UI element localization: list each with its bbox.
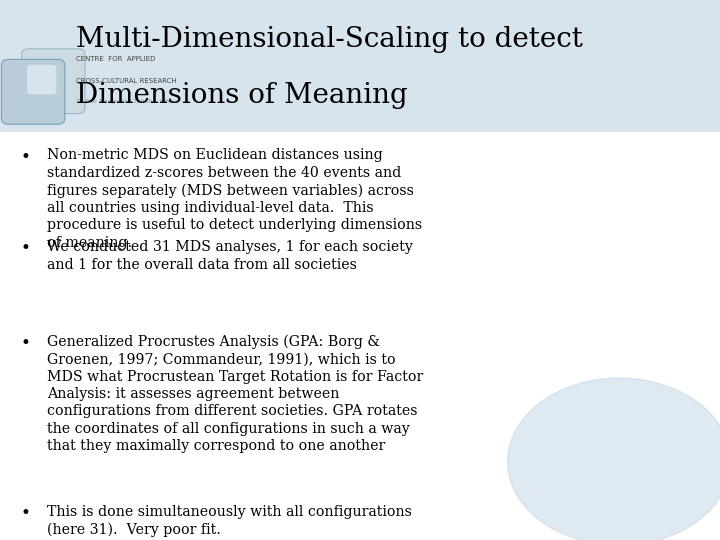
Text: Dimensions of Meaning: Dimensions of Meaning xyxy=(76,82,408,109)
Text: Multi-Dimensional-Scaling to detect: Multi-Dimensional-Scaling to detect xyxy=(76,26,582,53)
FancyBboxPatch shape xyxy=(22,49,85,113)
Circle shape xyxy=(508,378,720,540)
Text: •: • xyxy=(20,335,30,352)
Text: CROSS-CULTURAL RESEARCH: CROSS-CULTURAL RESEARCH xyxy=(76,78,176,84)
Text: This is done simultaneously with all configurations
(here 31).  Very poor fit.: This is done simultaneously with all con… xyxy=(47,505,412,537)
Text: •: • xyxy=(20,148,30,165)
Text: We conducted 31 MDS analyses, 1 for each society
and 1 for the overall data from: We conducted 31 MDS analyses, 1 for each… xyxy=(47,240,413,272)
Text: •: • xyxy=(20,505,30,522)
Text: Generalized Procrustes Analysis (GPA: Borg &
Groenen, 1997; Commandeur, 1991), w: Generalized Procrustes Analysis (GPA: Bo… xyxy=(47,335,423,453)
FancyBboxPatch shape xyxy=(0,0,720,132)
Text: Non-metric MDS on Euclidean distances using
standardized z-scores between the 40: Non-metric MDS on Euclidean distances us… xyxy=(47,148,422,249)
Text: Te Pae Rangahau Tahuhu Arhua: Te Pae Rangahau Tahuhu Arhua xyxy=(76,99,177,104)
Text: CENTRE  FOR  APPLIED: CENTRE FOR APPLIED xyxy=(76,56,155,62)
FancyBboxPatch shape xyxy=(27,65,56,94)
FancyBboxPatch shape xyxy=(1,59,65,124)
Text: •: • xyxy=(20,240,30,257)
